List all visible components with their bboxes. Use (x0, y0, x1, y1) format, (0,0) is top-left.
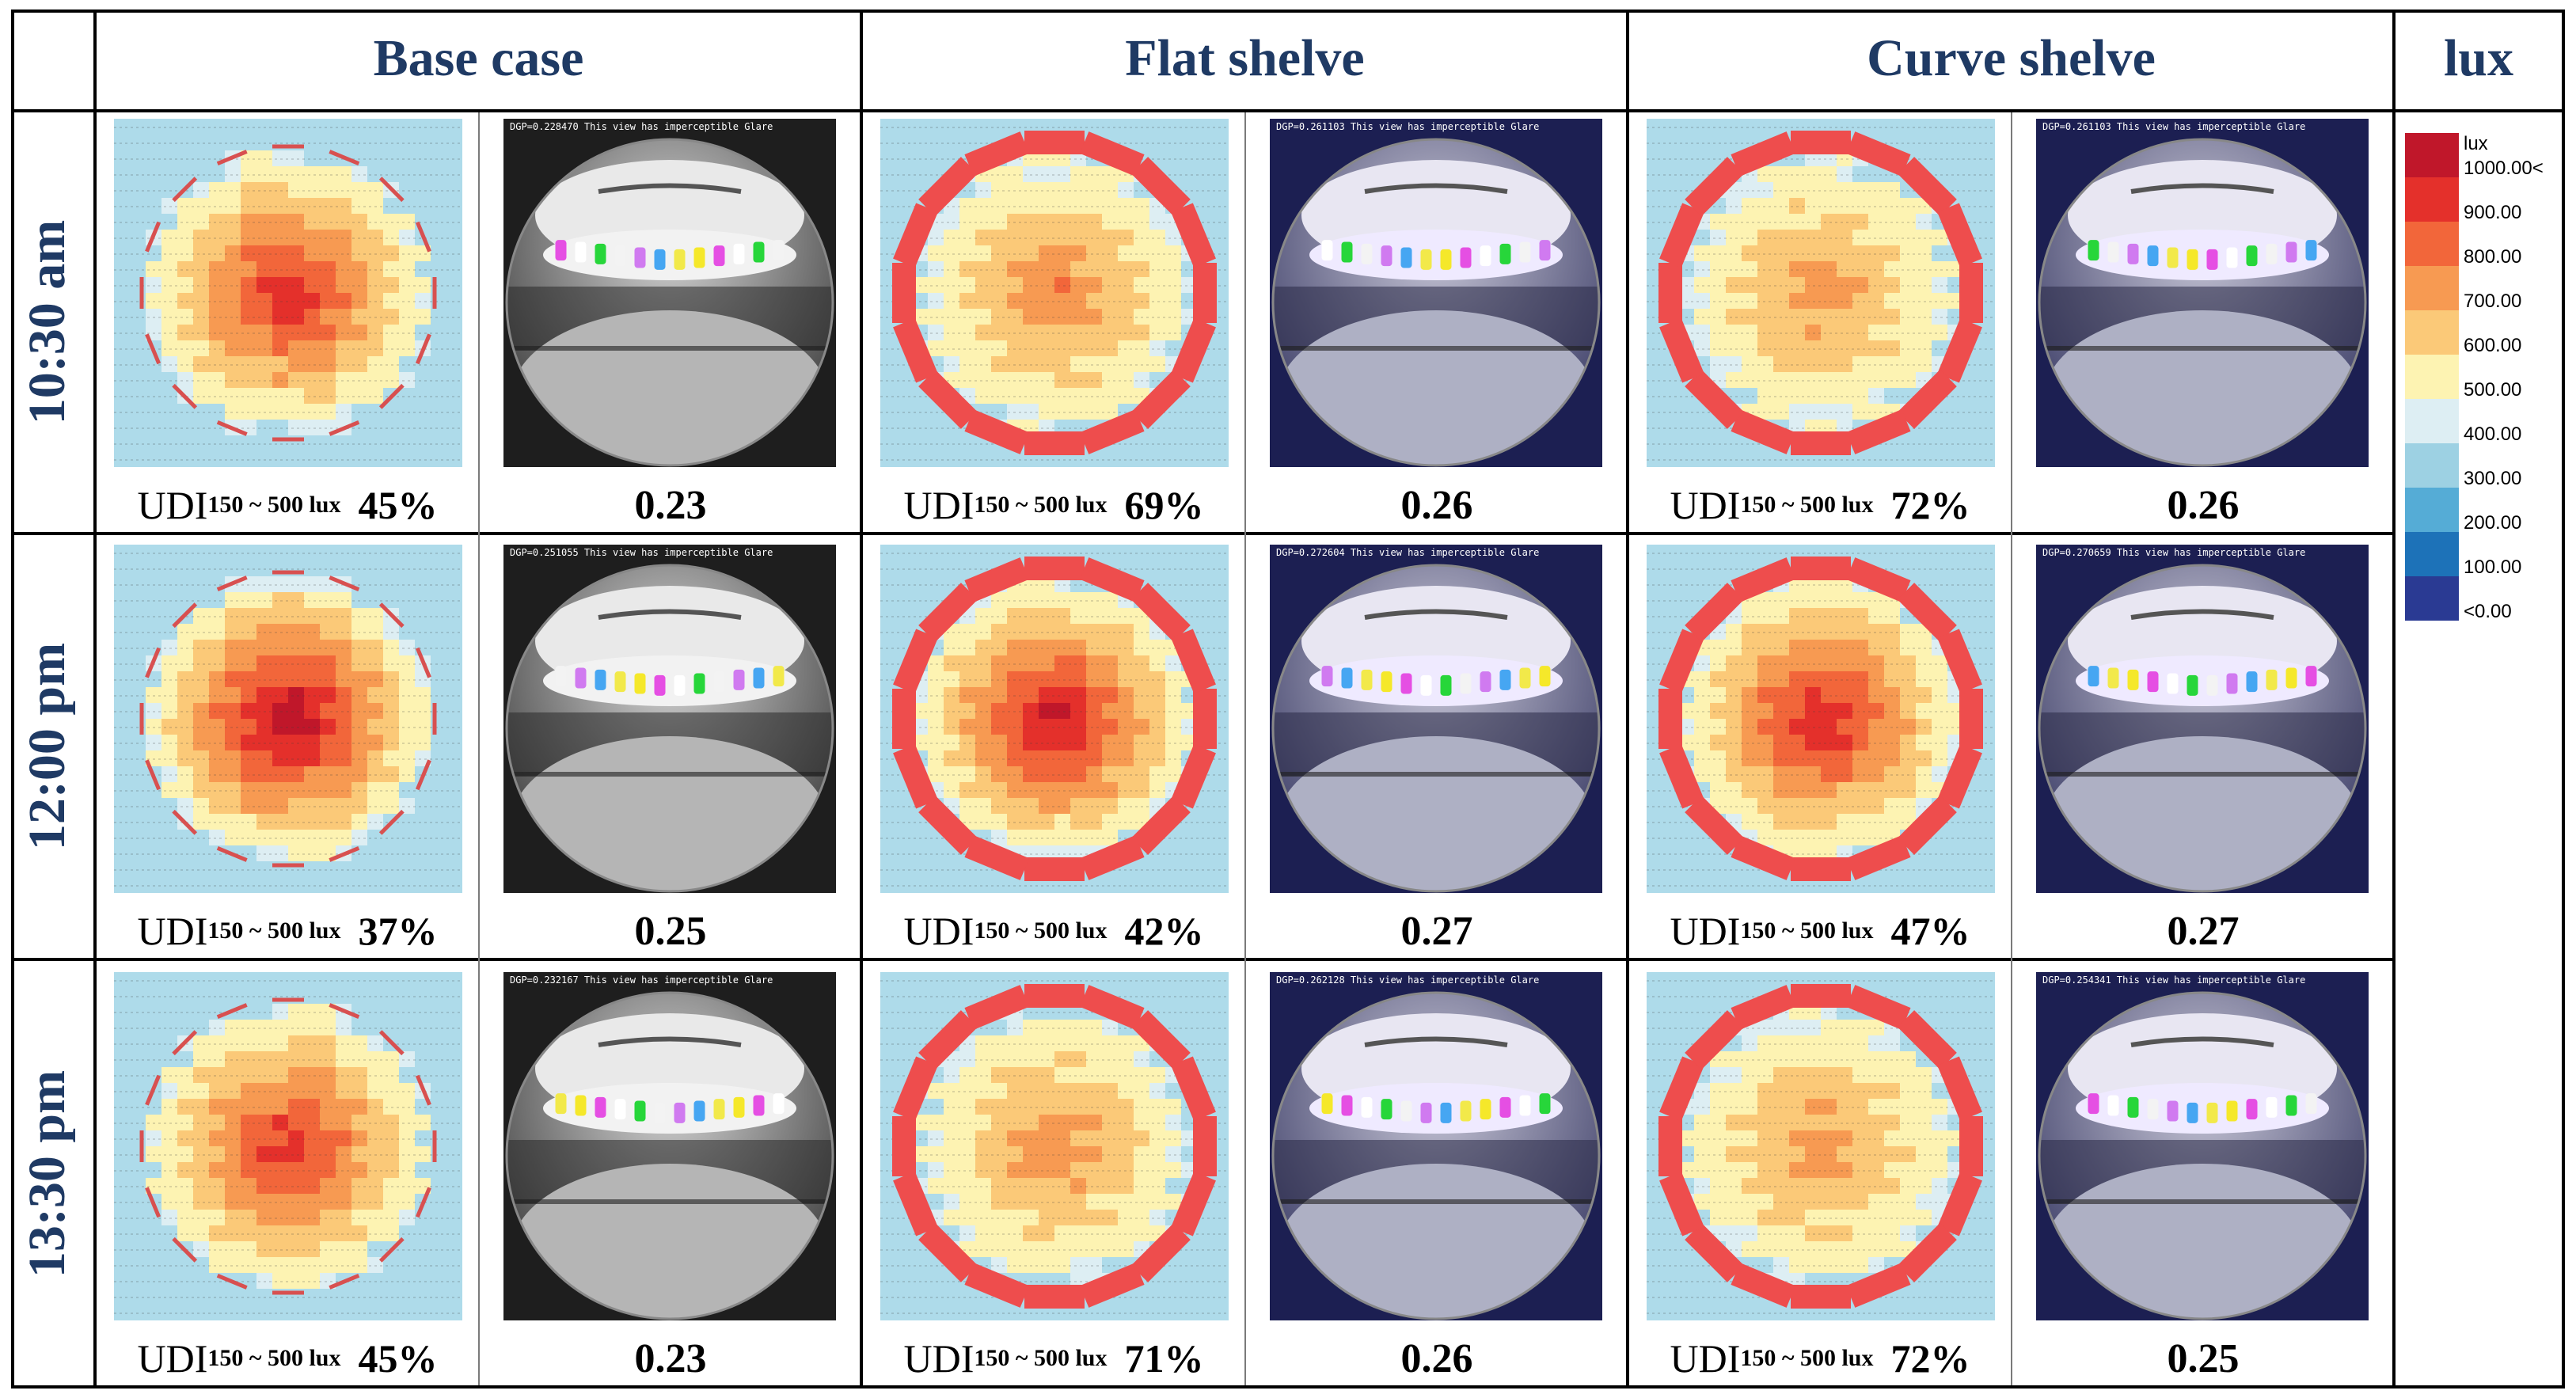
col-divider-label (93, 9, 97, 1389)
glare-render-row3-col3: DGP=0.254341 This view has imperceptible… (2036, 972, 2369, 1320)
svg-text:DGP=0.261103 This view has imp: DGP=0.261103 This view has imperceptible… (1276, 121, 1539, 132)
svg-text:DGP=0.254341 This view has imp: DGP=0.254341 This view has imperceptible… (2042, 974, 2305, 986)
legend-swatch-5 (2405, 355, 2459, 399)
udi-value-row3-col2: UDI 150 ~ 500 lux 71% (903, 1336, 1204, 1381)
dgp-value-row1-col1: 0.23 (634, 482, 707, 528)
legend-swatch-7 (2405, 443, 2459, 488)
svg-text:DGP=0.261103 This view has imp: DGP=0.261103 This view has imperceptible… (2042, 121, 2305, 132)
legend-swatch-2 (2405, 222, 2459, 266)
row-divider-1 (11, 532, 2396, 535)
glare-render-row3-col2: DGP=0.262128 This view has imperceptible… (1270, 972, 1602, 1320)
heatmap-row3-col3 (1647, 972, 1995, 1320)
heatmap-row1-col2 (880, 119, 1229, 467)
header-base-case: Base case (373, 29, 584, 87)
glare-render-row2-col1: DGP=0.251055 This view has imperceptible… (503, 545, 836, 893)
header-lux: lux (2443, 29, 2514, 87)
heatmap-row1-col1 (114, 119, 462, 467)
row-divider-2 (11, 958, 2396, 961)
legend-label-10: <0.00 (2464, 600, 2512, 622)
legend-label-1: 900.00 (2464, 201, 2522, 223)
svg-text:DGP=0.262128 This view has imp: DGP=0.262128 This view has imperceptible… (1276, 974, 1539, 986)
glare-render-row1-col3: DGP=0.261103 This view has imperceptible… (2036, 119, 2369, 467)
header-flat-shelve: Flat shelve (1125, 29, 1365, 87)
legend-label-9: 100.00 (2464, 556, 2522, 578)
table-border-bottom (11, 1385, 2565, 1389)
legend-label-7: 300.00 (2464, 467, 2522, 489)
dgp-value-row2-col2: 0.27 (1400, 908, 1473, 954)
heatmap-row1-col3 (1647, 119, 1995, 467)
legend-swatch-4 (2405, 310, 2459, 355)
udi-value-row2-col1: UDI 150 ~ 500 lux 37% (137, 909, 438, 953)
svg-text:DGP=0.270659 This view has imp: DGP=0.270659 This view has imperceptible… (2042, 547, 2305, 558)
glare-render-row1-col2: DGP=0.261103 This view has imperceptible… (1270, 119, 1602, 467)
udi-value-row1-col1: UDI 150 ~ 500 lux 45% (137, 483, 438, 527)
table-border-left (11, 9, 14, 1389)
legend-title: lux (2464, 133, 2488, 154)
dgp-value-row3-col1: 0.23 (634, 1335, 707, 1381)
col-divider-flat (1626, 9, 1629, 1389)
dgp-value-row1-col2: 0.26 (1400, 482, 1473, 528)
dgp-value-row3-col2: 0.26 (1400, 1335, 1473, 1381)
legend-label-2: 800.00 (2464, 245, 2522, 268)
glare-render-row2-col3: DGP=0.270659 This view has imperceptible… (2036, 545, 2369, 893)
glare-render-row3-col1: DGP=0.232167 This view has imperceptible… (503, 972, 836, 1320)
udi-value-row1-col3: UDI 150 ~ 500 lux 72% (1670, 483, 1970, 527)
row-label-1030: 10:30 am (18, 219, 76, 425)
udi-value-row2-col3: UDI 150 ~ 500 lux 47% (1670, 909, 1970, 953)
udi-value-row3-col1: UDI 150 ~ 500 lux 45% (137, 1336, 438, 1381)
svg-text:DGP=0.272604 This view has imp: DGP=0.272604 This view has imperceptible… (1276, 547, 1539, 558)
dgp-value-row1-col3: 0.26 (2167, 482, 2240, 528)
dgp-value-row2-col3: 0.27 (2167, 908, 2240, 954)
legend-label-6: 400.00 (2464, 423, 2522, 445)
glare-render-row1-col1: DGP=0.228470 This view has imperceptible… (503, 119, 836, 467)
heatmap-row2-col3 (1647, 545, 1995, 893)
legend-label-8: 200.00 (2464, 511, 2522, 534)
legend-swatch-3 (2405, 266, 2459, 310)
dgp-value-row2-col1: 0.25 (634, 908, 707, 954)
table-border-header (11, 109, 2565, 112)
heatmap-row2-col1 (114, 545, 462, 893)
legend-label-4: 600.00 (2464, 334, 2522, 356)
sub-divider-base (478, 112, 480, 1385)
udi-value-row1-col2: UDI 150 ~ 500 lux 69% (903, 483, 1204, 527)
row-label-1200: 12:00 pm (18, 642, 77, 851)
col-divider-curve (2392, 9, 2396, 1389)
table-border-right (2562, 9, 2565, 1389)
udi-value-row2-col2: UDI 150 ~ 500 lux 42% (903, 909, 1204, 953)
table-border-top (11, 9, 2565, 13)
col-divider-base (860, 9, 863, 1389)
glare-render-row2-col2: DGP=0.272604 This view has imperceptible… (1270, 545, 1602, 893)
legend-label-3: 700.00 (2464, 290, 2522, 312)
heatmap-row3-col2 (880, 972, 1229, 1320)
legend-swatch-1 (2405, 177, 2459, 222)
sub-divider-curve (2011, 112, 2012, 1385)
heatmap-row2-col2 (880, 545, 1229, 893)
row-label-1330: 13:30 pm (18, 1069, 77, 1278)
legend-swatch-10 (2405, 576, 2459, 621)
legend-swatch-0 (2405, 133, 2459, 177)
sub-divider-flat (1244, 112, 1246, 1385)
legend-label-0: 1000.00< (2464, 157, 2544, 179)
legend-swatch-6 (2405, 399, 2459, 443)
lux-legend: lux 1000.00< 900.00 800.00 700.00 600.00 500.0… (2405, 133, 2560, 679)
header-curve-shelve: Curve shelve (1867, 29, 2156, 87)
svg-text:DGP=0.251055 This view has imp: DGP=0.251055 This view has imperceptible… (510, 547, 773, 558)
heatmap-row3-col1 (114, 972, 462, 1320)
dgp-value-row3-col3: 0.25 (2167, 1335, 2240, 1381)
legend-label-5: 500.00 (2464, 378, 2522, 401)
udi-value-row3-col3: UDI 150 ~ 500 lux 72% (1670, 1336, 1970, 1381)
svg-text:DGP=0.228470 This view has imp: DGP=0.228470 This view has imperceptible… (510, 121, 773, 132)
svg-text:DGP=0.232167 This view has imp: DGP=0.232167 This view has imperceptible… (510, 974, 773, 986)
legend-swatch-9 (2405, 532, 2459, 576)
legend-swatch-8 (2405, 488, 2459, 532)
